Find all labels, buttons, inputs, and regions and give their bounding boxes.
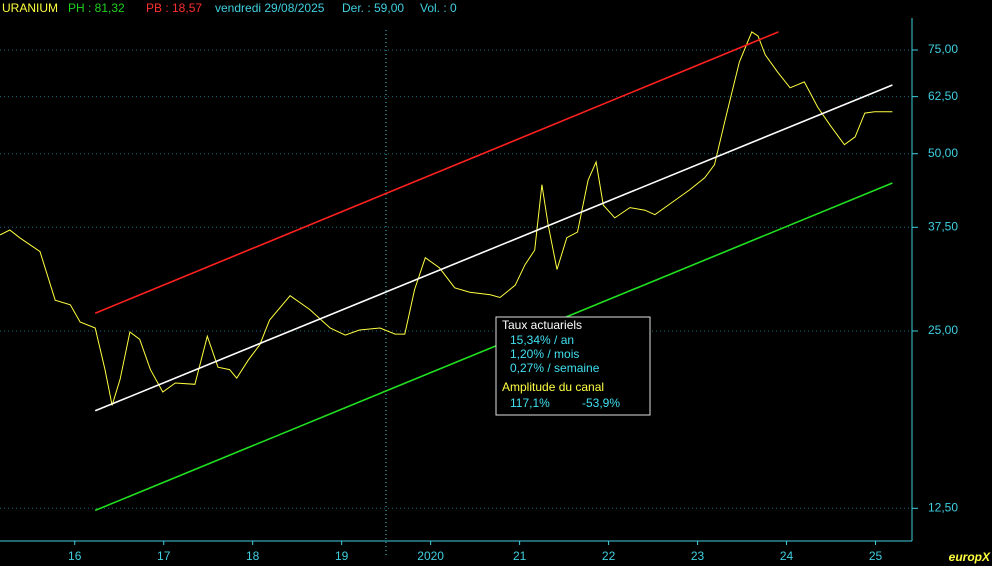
last-price: Der. : 59,00 <box>342 1 404 15</box>
period-low: PB : 18,57 <box>146 1 202 15</box>
info-channel-up: 117,1% <box>510 396 550 410</box>
info-year: 15,34% / an <box>510 333 574 347</box>
series-line <box>0 31 893 406</box>
y-tick-label: 62,50 <box>928 89 958 103</box>
instrument-name: URANIUM <box>2 1 58 15</box>
brand: europX <box>949 550 991 564</box>
x-tick-label: 23 <box>691 549 705 563</box>
info-week: 0,27% / semaine <box>510 361 600 375</box>
x-tick-label: 18 <box>246 549 260 563</box>
info-title: Taux actuariels <box>502 318 582 332</box>
series-line <box>94 31 779 314</box>
info-channel-down: -53,9% <box>582 396 620 410</box>
series-line <box>94 182 893 512</box>
x-tick-label: 21 <box>513 549 527 563</box>
y-tick-label: 37,50 <box>928 219 958 233</box>
x-tick-label: 22 <box>602 549 616 563</box>
x-tick-label: 25 <box>869 549 883 563</box>
period-high: PH : 81,32 <box>68 1 125 15</box>
y-tick-label: 75,00 <box>928 42 958 56</box>
info-channel-title: Amplitude du canal <box>502 380 604 394</box>
y-tick-label: 50,00 <box>928 146 958 160</box>
info-month: 1,20% / mois <box>510 347 579 361</box>
quote-date: vendredi 29/08/2025 <box>215 1 325 15</box>
info-box-frame <box>495 316 651 416</box>
x-tick-label: 24 <box>780 549 794 563</box>
x-tick-label: 17 <box>157 549 171 563</box>
x-tick-label: 19 <box>335 549 349 563</box>
y-tick-label: 12,50 <box>928 500 958 514</box>
info-box: Taux actuariels 15,34% / an 1,20% / mois… <box>495 316 651 416</box>
volume: Vol. : 0 <box>420 1 457 15</box>
series-line <box>94 84 893 412</box>
y-tick-label: 25,00 <box>928 323 958 337</box>
x-tick-label: 16 <box>68 549 82 563</box>
plot: 12,50 25,00 37,50 50,00 62,50 75,00 16 17 18 19 20… <box>0 31 958 563</box>
x-tick-label: 2020 <box>417 549 444 563</box>
